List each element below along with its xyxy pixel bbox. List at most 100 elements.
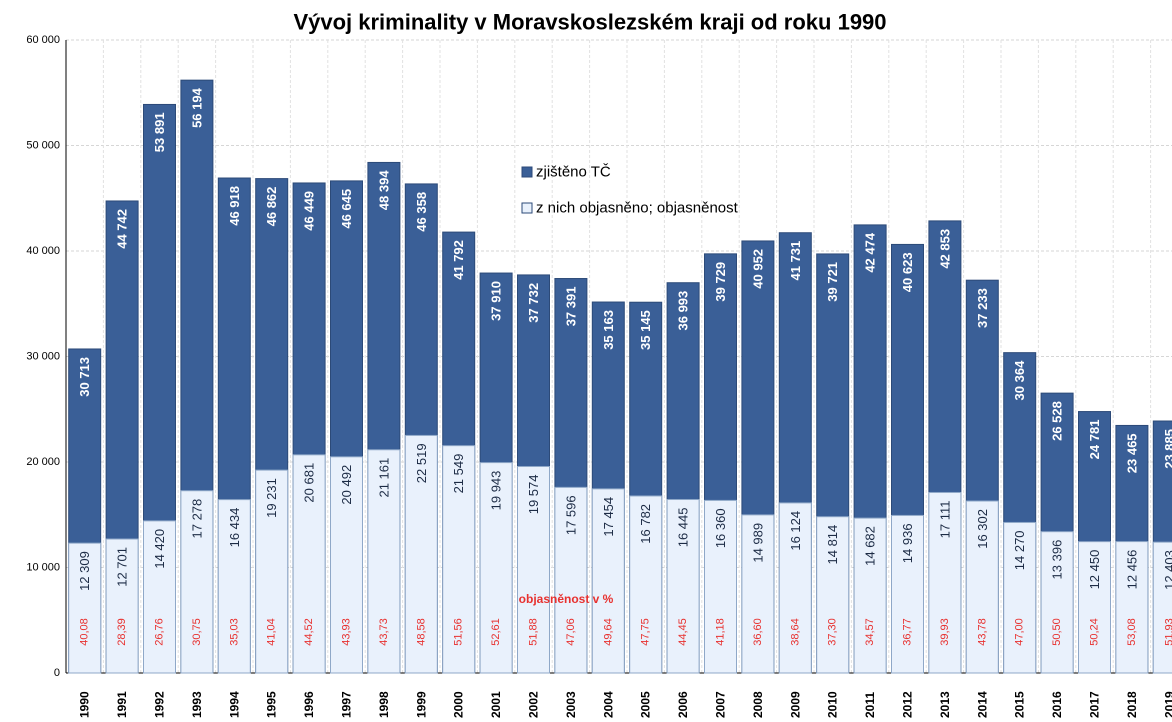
value-label: 12 450 [1087,550,1102,590]
x-tick-label: 2005 [639,691,653,718]
value-label: 30 713 [77,357,92,397]
x-tick-label: 2008 [751,691,765,718]
rate-label: 34,57 [864,618,876,646]
x-tick-label: 1995 [265,691,279,718]
value-label: 37 732 [526,283,541,323]
bar [629,495,663,674]
bar [778,502,812,674]
bar [404,434,438,674]
value-label: 37 910 [489,281,504,321]
value-label: 14 936 [900,523,915,563]
bar [1115,541,1149,674]
value-label: 41 792 [451,240,466,280]
bar [292,454,326,674]
rate-label: 44,52 [303,618,315,646]
value-label: 17 278 [189,499,204,539]
legend-label: z nich objasněno; objasněnost [536,200,739,217]
value-label: 12 701 [115,547,130,587]
value-label: 48 394 [376,170,391,211]
value-label: 44 742 [115,209,130,249]
rate-label: 38,64 [789,618,801,646]
value-label: 16 782 [638,504,653,544]
bar [442,445,476,674]
rate-label: 36,60 [752,618,764,646]
value-label: 20 681 [302,463,317,503]
rate-label: 53,08 [1126,618,1138,646]
y-tick-label: 50 000 [26,140,60,152]
value-label: 24 781 [1087,420,1102,460]
value-label: 42 474 [863,232,878,273]
x-tick-label: 2014 [975,691,989,718]
value-label: 17 454 [601,497,616,537]
bar [965,500,999,674]
x-tick-label: 2001 [489,691,503,718]
value-label: 23 465 [1124,433,1139,473]
bar [891,514,924,674]
rate-label: 51,88 [528,618,540,646]
rate-label: 52,61 [490,618,502,646]
x-tick-label: 2006 [676,691,690,718]
value-label: 14 814 [825,525,840,565]
value-label: 12 456 [1124,550,1139,590]
x-tick-label: 1994 [227,691,241,718]
rate-label: 41,04 [266,618,278,646]
value-label: 26 528 [1050,401,1065,441]
value-label: 16 360 [713,508,728,548]
x-tick-label: 2018 [1125,691,1139,718]
y-tick-label: 10 000 [26,562,60,574]
value-label: 23 885 [1162,429,1172,469]
value-label: 40 952 [750,249,765,289]
value-label: 19 574 [526,474,541,514]
bar [517,465,550,674]
rate-label: 40,08 [79,618,91,646]
value-label: 39 729 [713,262,728,302]
legend-label: zjištěno TČ [536,164,611,181]
rate-label: 43,93 [341,618,353,646]
value-label: 40 623 [900,252,915,292]
x-tick-label: 2007 [714,691,728,718]
value-label: 14 682 [863,526,878,566]
value-label: 17 596 [563,495,578,535]
value-label: 46 449 [302,191,317,231]
value-label: 12 403 [1162,550,1172,590]
bar [479,462,513,674]
rate-label: 48,58 [415,618,427,646]
bar [330,456,363,674]
rate-label: 28,39 [116,618,128,646]
bar [255,469,289,674]
value-label: 21 161 [376,458,391,498]
x-tick-label: 2016 [1050,691,1064,718]
chart-title: Vývoj kriminality v Moravskoslezském kra… [293,10,886,35]
rate-label: 51,93 [1163,618,1172,646]
bar [591,488,625,674]
value-label: 39 721 [825,262,840,302]
value-label: 14 270 [1012,530,1027,570]
x-tick-label: 1998 [377,691,391,718]
x-tick-label: 1993 [190,691,204,718]
y-tick-label: 60 000 [26,34,60,46]
x-tick-label: 2004 [601,691,615,718]
rate-label: 26,76 [154,618,166,646]
legend-swatch [521,202,533,214]
value-label: 16 434 [227,508,242,548]
rate-label: 50,24 [1089,618,1101,646]
x-tick-label: 2010 [826,691,840,718]
value-label: 35 163 [601,310,616,350]
value-label: 56 194 [189,87,204,128]
rate-annotation: objasněnost v % [519,592,614,606]
value-label: 53 891 [152,112,167,152]
value-label: 22 519 [414,443,429,483]
rate-label: 35,03 [228,618,240,646]
x-tick-label: 1996 [302,691,316,718]
value-label: 19 943 [489,471,504,511]
bar [853,517,887,674]
bar [554,486,588,674]
bar [68,542,102,674]
bar [180,490,214,674]
bar [741,514,775,674]
x-tick-label: 1990 [78,691,92,718]
y-tick-label: 30 000 [26,351,60,363]
rate-label: 47,06 [565,618,577,646]
x-tick-label: 2013 [938,691,952,718]
